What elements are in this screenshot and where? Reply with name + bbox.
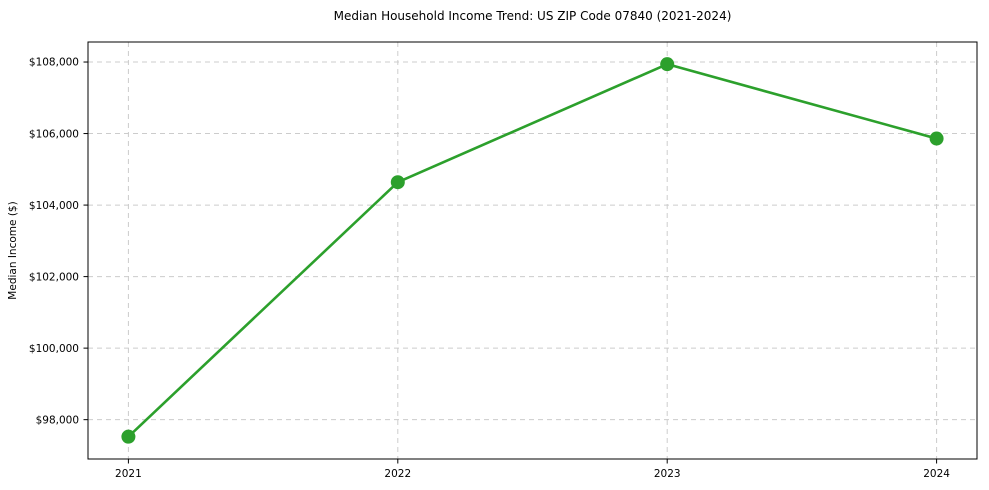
x-tick-label: 2022 [384,468,411,480]
y-tick-label: $102,000 [29,271,79,283]
y-tick-label: $98,000 [36,414,79,426]
data-series [121,57,944,444]
y-tick-label: $106,000 [29,128,79,140]
y-axis-label: Median Income ($) [7,201,19,299]
plot-border [87,41,978,460]
axes [87,41,978,460]
x-tick-label: 2023 [654,468,681,480]
x-tick-label: 2024 [923,468,950,480]
grid-lines [88,42,977,459]
y-tick-label: $108,000 [29,57,79,69]
data-point-2023 [660,57,675,72]
tick-marks [83,61,938,464]
trend-line [127,62,938,438]
chart-title: Median Household Income Trend: US ZIP Co… [333,9,732,23]
data-point-2024 [929,131,944,146]
y-tick-label: $100,000 [29,343,79,355]
data-point-2021 [121,429,136,444]
tick-labels: $98,000 $100,000 $102,000 $104,000 $106,000 $… [7,57,950,480]
data-point-2022 [390,175,405,190]
x-tick-label: 2021 [115,468,142,480]
y-tick-label: $104,000 [29,200,79,212]
